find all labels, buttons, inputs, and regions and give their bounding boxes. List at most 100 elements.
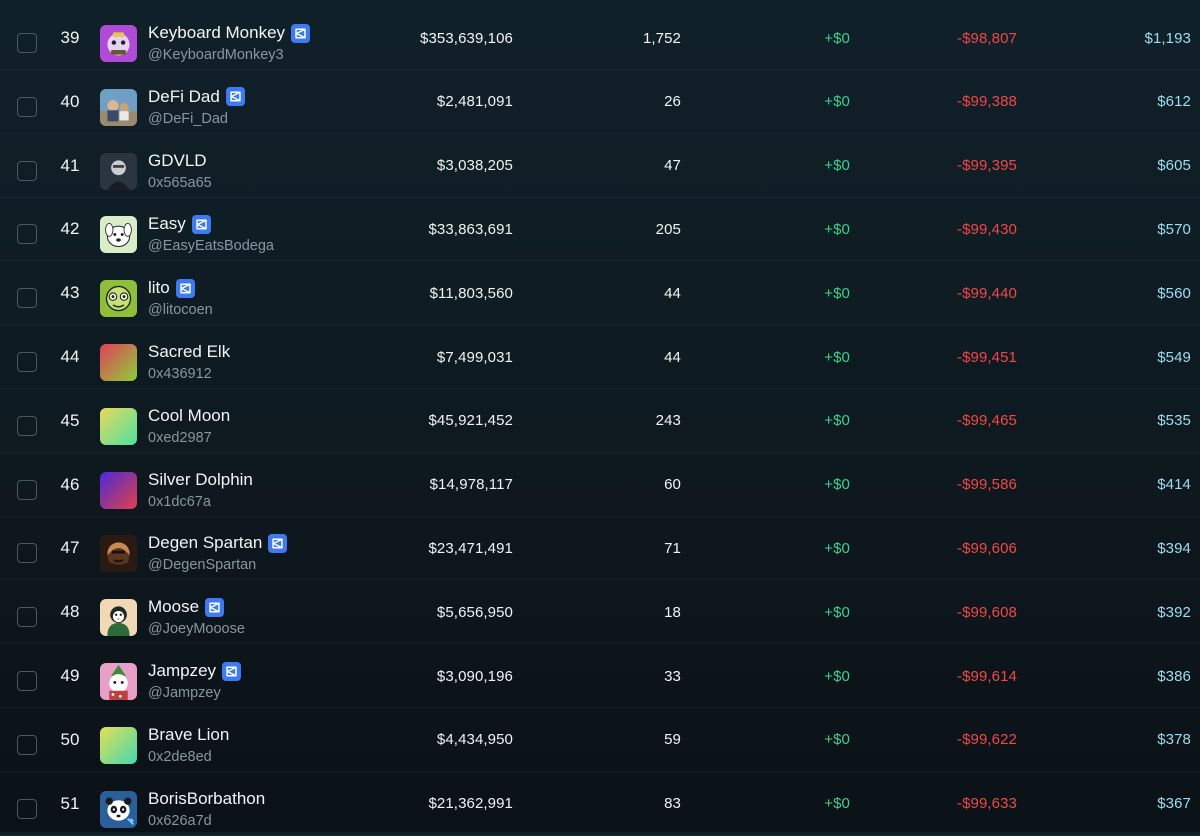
- row-select-checkbox[interactable]: [17, 543, 37, 564]
- table-row[interactable]: 42 Easy @EasyEatsBodega $33,863,691 205 …: [0, 197, 1200, 262]
- row-select-checkbox[interactable]: [17, 734, 37, 755]
- trader-identity[interactable]: Moose @JoeyMooose: [148, 595, 388, 639]
- rank-number: 39: [60, 28, 80, 47]
- trader-name[interactable]: Jampzey: [148, 661, 217, 680]
- table-row[interactable]: 44 Sacred Elk 0x436912 $7,499,031 44 +$0…: [0, 325, 1200, 389]
- dog-avatar[interactable]: [100, 216, 137, 254]
- row-select-checkbox[interactable]: [17, 607, 37, 628]
- row-select-checkbox[interactable]: [17, 352, 37, 372]
- profit-value: +$0: [824, 412, 850, 430]
- net-value: $378: [1157, 731, 1191, 749]
- panda-avatar[interactable]: [100, 790, 137, 828]
- verified-badge-icon: [175, 278, 195, 298]
- row-select-checkbox[interactable]: [17, 224, 37, 245]
- row-select-checkbox[interactable]: [17, 160, 37, 181]
- trader-identity[interactable]: Sacred Elk 0x436912: [148, 340, 388, 384]
- verified-badge-icon: [222, 661, 242, 681]
- net-value: $386: [1157, 667, 1191, 685]
- trader-identity[interactable]: Jampzey @Jampzey: [148, 659, 388, 703]
- elf-avatar[interactable]: [100, 663, 137, 700]
- trader-name[interactable]: DeFi Dad: [148, 86, 220, 106]
- trader-name[interactable]: Cool Moon: [148, 405, 231, 425]
- trade-count: 26: [664, 93, 681, 111]
- trader-handle[interactable]: @litocoen: [148, 302, 213, 319]
- portfolio-value: $353,639,106: [420, 29, 513, 47]
- trader-name[interactable]: BorisBorbathon: [148, 788, 266, 808]
- trader-identity[interactable]: Silver Dolphin 0x1dc67a: [148, 468, 388, 512]
- trader-identity[interactable]: GDVLD 0x565a65: [148, 149, 388, 193]
- trader-handle[interactable]: @EasyEatsBodega: [148, 238, 274, 255]
- rank-number: 47: [60, 538, 80, 558]
- trader-identity[interactable]: DeFi Dad @DeFi_Dad: [148, 85, 388, 129]
- trader-handle[interactable]: @DeFi_Dad: [148, 110, 228, 127]
- trader-name[interactable]: Easy: [148, 214, 186, 234]
- trade-count: 71: [664, 539, 681, 557]
- trader-name[interactable]: GDVLD: [148, 150, 207, 170]
- row-select-checkbox[interactable]: [17, 96, 37, 117]
- trader-identity[interactable]: Keyboard Monkey @KeyboardMonkey3: [148, 21, 388, 65]
- table-row[interactable]: 50 Brave Lion 0x2de8ed $4,434,950 59 +$0…: [0, 708, 1200, 772]
- profit-value: +$0: [824, 284, 850, 302]
- trader-identity[interactable]: lito @litocoen: [148, 276, 388, 320]
- table-row[interactable]: 49 Jampzey @Jampzey $3,090,196 33 +$0 -$…: [0, 644, 1200, 708]
- trader-name[interactable]: Brave Lion: [148, 724, 230, 744]
- table-row[interactable]: 40 DeFi Dad @DeFi_Dad $2,481,091 26 +$0 …: [0, 70, 1200, 134]
- table-row[interactable]: 47 Degen Spartan @DegenSpartan $23,471,4…: [0, 516, 1200, 581]
- gradient-avatar[interactable]: [100, 407, 137, 445]
- trader-identity[interactable]: Degen Spartan @DegenSpartan: [148, 531, 388, 575]
- row-select-checkbox[interactable]: [17, 288, 37, 309]
- table-row[interactable]: 41 GDVLD 0x565a65 $3,038,205 47 +$0 -$99…: [0, 134, 1200, 198]
- trader-name[interactable]: lito: [148, 278, 170, 298]
- trader-name[interactable]: Silver Dolphin: [148, 469, 253, 489]
- trader-handle[interactable]: @DegenSpartan: [148, 557, 257, 574]
- rank-number: 49: [60, 666, 80, 685]
- profit-value: +$0: [824, 795, 850, 813]
- gradient-avatar[interactable]: [100, 726, 137, 764]
- table-row[interactable]: 45 Cool Moon 0xed2987 $45,921,452 243 +$…: [0, 389, 1200, 453]
- trader-name[interactable]: Sacred Elk: [148, 342, 231, 361]
- table-row[interactable]: 39 Keyboard Monkey @KeyboardMonkey3 $353…: [0, 6, 1200, 70]
- trader-handle[interactable]: @Jampzey: [148, 685, 221, 701]
- trader-handle[interactable]: @KeyboardMonkey3: [148, 47, 284, 63]
- loss-value: -$99,430: [956, 220, 1017, 238]
- trader-handle[interactable]: 0x565a65: [148, 174, 212, 191]
- loss-value: -$98,807: [956, 29, 1017, 47]
- trader-handle[interactable]: 0x1dc67a: [148, 493, 211, 510]
- trader-handle[interactable]: 0xed2987: [148, 429, 212, 446]
- net-value: $392: [1157, 603, 1191, 621]
- trader-identity[interactable]: Cool Moon 0xed2987: [148, 404, 388, 448]
- portrait-avatar[interactable]: [100, 152, 137, 190]
- monkey-avatar[interactable]: [100, 25, 137, 62]
- net-value: $535: [1157, 412, 1191, 430]
- photo-avatar[interactable]: [100, 88, 137, 126]
- row-select-checkbox[interactable]: [17, 415, 37, 436]
- trader-identity[interactable]: BorisBorbathon 0x626a7d: [148, 787, 388, 831]
- trader-name[interactable]: Degen Spartan: [148, 533, 263, 553]
- trader-name[interactable]: Keyboard Monkey: [148, 23, 286, 42]
- row-select-checkbox[interactable]: [17, 798, 37, 819]
- trader-handle[interactable]: 0x436912: [148, 366, 212, 382]
- gradient-avatar[interactable]: [100, 344, 137, 381]
- table-row[interactable]: 46 Silver Dolphin 0x1dc67a $14,978,117 6…: [0, 453, 1200, 517]
- trader-handle[interactable]: @JoeyMooose: [148, 621, 245, 638]
- cartoon-avatar[interactable]: [100, 280, 137, 318]
- loss-value: -$99,586: [956, 476, 1017, 494]
- trader-handle[interactable]: 0x2de8ed: [148, 748, 212, 765]
- spartan-avatar[interactable]: [100, 535, 137, 573]
- profit-value: +$0: [824, 731, 850, 749]
- trader-identity[interactable]: Easy @EasyEatsBodega: [148, 212, 388, 256]
- row-select-checkbox[interactable]: [17, 33, 37, 53]
- table-row[interactable]: 51 BorisBorbathon 0x626a7d $21,362,991 8…: [0, 772, 1200, 836]
- trader-handle[interactable]: 0x626a7d: [148, 812, 212, 829]
- row-select-checkbox[interactable]: [17, 671, 37, 691]
- gradient-avatar[interactable]: [100, 471, 137, 509]
- row-select-checkbox[interactable]: [17, 479, 37, 500]
- profit-value: +$0: [824, 476, 850, 494]
- trader-identity[interactable]: Brave Lion 0x2de8ed: [148, 723, 388, 767]
- trader-name[interactable]: Moose: [148, 597, 200, 617]
- table-row[interactable]: 43 lito @litocoen $11,803,560 44 +$0 -$9…: [0, 261, 1200, 326]
- table-row[interactable]: 48 Moose @JoeyMooose $5,656,950 18 +$0 -…: [0, 580, 1200, 645]
- profit-value: +$0: [824, 539, 850, 557]
- penguin-avatar[interactable]: [100, 599, 137, 637]
- verified-badge-icon: [205, 597, 225, 617]
